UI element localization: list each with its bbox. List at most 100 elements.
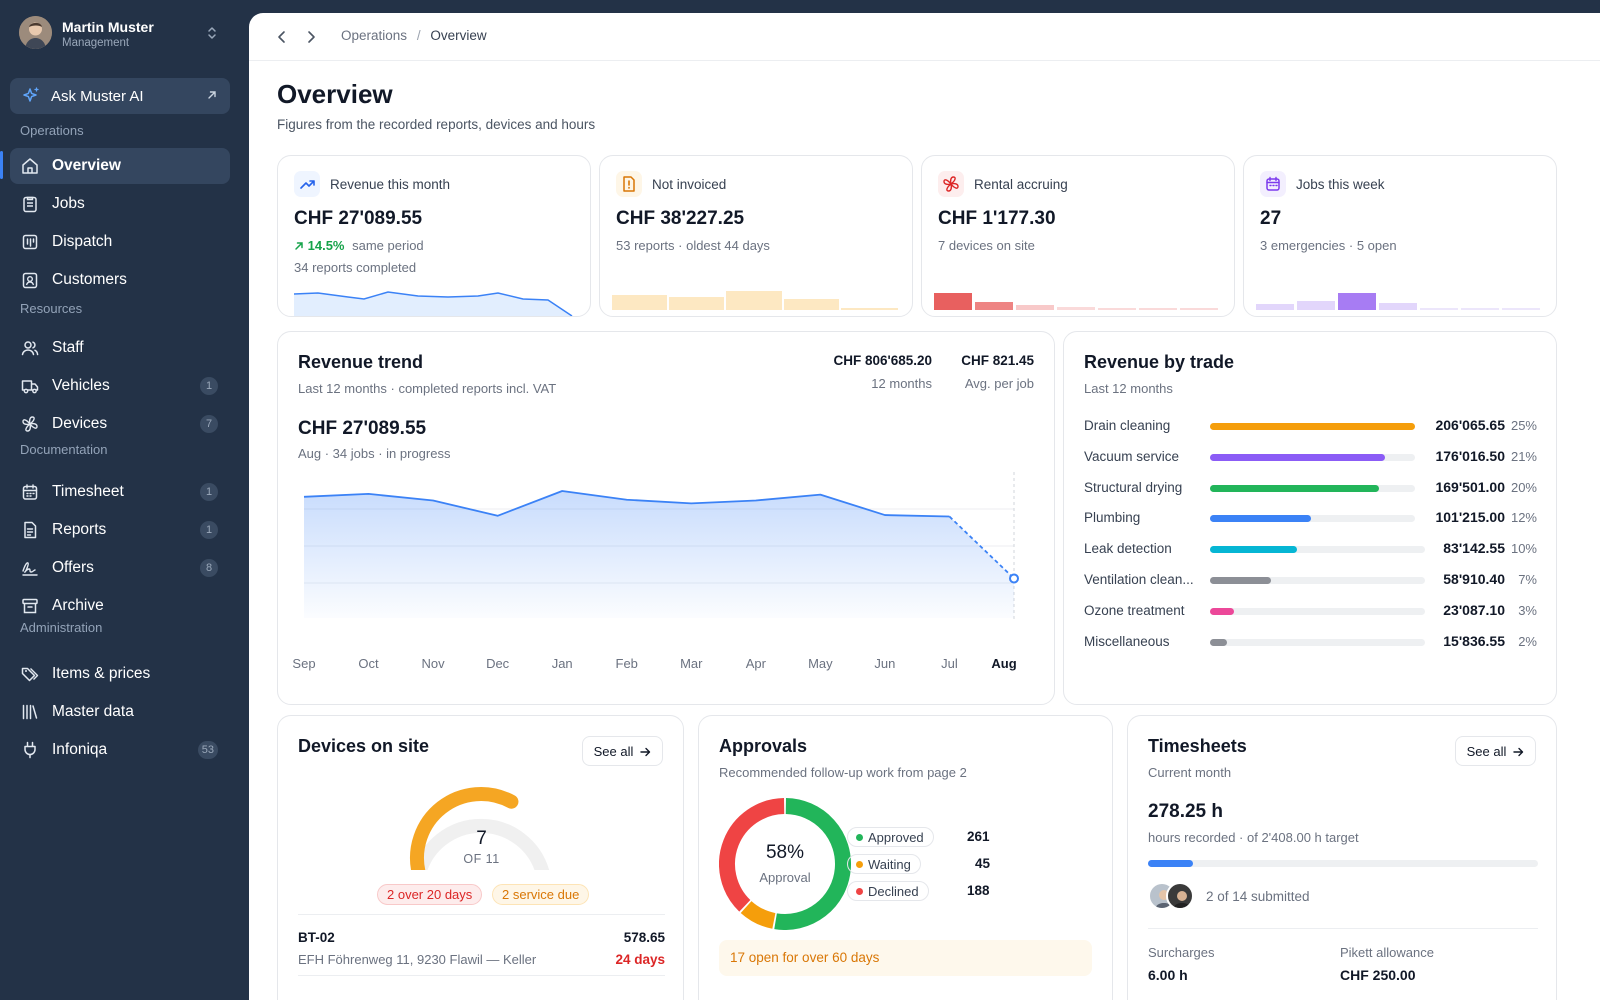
trade-bar-track [1210, 638, 1425, 646]
revenue-trend-chart[interactable]: Sep Oct Nov Dec Jan Feb Mar Apr May Jun Jul Aug [278, 472, 1055, 692]
sidebar-item-label: Offers [52, 559, 94, 576]
sidebar-item-master-data[interactable]: Master data [10, 694, 230, 730]
count-badge: 7 [200, 415, 218, 433]
trade-row[interactable]: Structural drying 169'501.00 20% [1084, 478, 1537, 498]
sidebar-item-label: Items & prices [52, 665, 151, 682]
sidebar-item-overview[interactable]: Overview [10, 148, 230, 184]
legend-value-declined: 188 [967, 883, 990, 898]
approvals-alert[interactable]: 17 open for over 60 days [719, 940, 1092, 976]
kpi-bars [934, 293, 1218, 310]
card-subtitle: Last 12 months · completed reports incl.… [298, 381, 557, 396]
trade-row[interactable]: Plumbing 101'215.00 12% [1084, 508, 1537, 528]
chip-service-due[interactable]: 2 service due [492, 884, 590, 905]
kpi-card-jobs[interactable]: Jobs this week 27 3 emergencies · 5 open [1243, 155, 1557, 317]
trade-value: 83'142.55 [1443, 540, 1505, 557]
device-row[interactable]: BT-02 EFH Föhrenweg 11, 9230 Flawil — Ke… [298, 920, 665, 972]
sidebar-item-label: Timesheet [52, 483, 124, 500]
data-point-current [1009, 573, 1019, 584]
trade-percent: 21% [1510, 448, 1537, 464]
kpi-card-rental[interactable]: Rental accruing CHF 1'177.30 7 devices o… [921, 155, 1235, 317]
sidebar-item-archive[interactable]: Archive [10, 588, 230, 624]
ask-ai-button[interactable]: Ask Muster AI [10, 78, 230, 114]
kpi-meta: 53 reports · oldest 44 days [616, 238, 770, 253]
back-icon[interactable] [277, 30, 287, 44]
card-subtitle: Recommended follow-up work from page 2 [719, 765, 967, 780]
avatar [1166, 882, 1194, 910]
section-resources: Resources [20, 301, 83, 316]
trade-bar-track [1210, 515, 1415, 523]
kpi-card-not-invoiced[interactable]: Not invoiced CHF 38'227.25 53 reports · … [599, 155, 913, 317]
submitted-count: 2 of 14 submitted [1206, 889, 1310, 904]
active-indicator [0, 151, 3, 179]
sidebar-item-infoniqa[interactable]: Infoniqa 53 [10, 732, 230, 768]
trade-row[interactable]: Ozone treatment 23'087.10 3% [1084, 601, 1537, 621]
topbar: Operations / Overview [249, 13, 1600, 61]
see-all-devices-button[interactable]: See all [581, 736, 663, 766]
current-label: Aug · 34 jobs · in progress [298, 446, 451, 461]
sidebar-item-dispatch[interactable]: Dispatch [10, 224, 230, 260]
users-icon [20, 338, 40, 358]
kpi-label: Rental accruing [974, 177, 1068, 192]
forward-icon[interactable] [306, 30, 316, 44]
sidebar-item-reports[interactable]: Reports 1 [10, 512, 230, 548]
current-value: CHF 27'089.55 [298, 418, 427, 439]
legend-label: Declined [868, 884, 919, 899]
card-title: Timesheets [1148, 736, 1247, 756]
trade-row[interactable]: Ventilation clean... 58'910.40 7% [1084, 570, 1537, 590]
trade-row[interactable]: Vacuum service 176'016.50 21% [1084, 447, 1537, 467]
trade-bar-fill [1210, 453, 1386, 461]
user-switcher[interactable]: Martin Muster Management [19, 16, 234, 52]
sidebar-item-staff[interactable]: Staff [10, 330, 230, 366]
sidebar-item-jobs[interactable]: Jobs [10, 186, 230, 222]
clipboard-icon [20, 194, 40, 214]
sidebar-item-vehicles[interactable]: Vehicles 1 [10, 368, 230, 404]
x-tick-label: Aug [991, 656, 1016, 671]
sidebar-item-items-prices[interactable]: Items & prices [10, 656, 230, 692]
tags-icon [20, 664, 40, 684]
trade-row[interactable]: Drain cleaning 206'065.65 25% [1084, 416, 1537, 436]
trade-name: Ozone treatment [1084, 602, 1185, 618]
surcharges-value: 6.00 h [1148, 967, 1188, 983]
sparkle-icon [21, 86, 41, 106]
board-icon [20, 232, 40, 252]
trade-name: Leak detection [1084, 541, 1172, 557]
arrow-up-right-icon [294, 241, 304, 251]
count-badge: 1 [200, 377, 218, 395]
trade-percent: 25% [1510, 418, 1537, 433]
trade-row[interactable]: Leak detection 83'142.55 10% [1084, 539, 1537, 559]
stat-value: CHF 821.45 [961, 353, 1034, 368]
sidebar-item-label: Archive [52, 597, 104, 614]
trade-bar-track [1210, 607, 1425, 615]
count-badge: 8 [200, 559, 218, 577]
sidebar-item-label: Reports [52, 521, 107, 538]
breadcrumb-parent[interactable]: Operations [341, 28, 408, 43]
revenue-by-trade-card: Revenue by trade Last 12 months Drain cl… [1063, 331, 1557, 705]
gauge-total: OF 11 [463, 852, 500, 866]
section-administration: Administration [20, 620, 103, 635]
sidebar-item-devices[interactable]: Devices 7 [10, 406, 230, 442]
fan-icon [938, 171, 964, 197]
breadcrumb-separator: / [416, 28, 421, 43]
trade-name: Plumbing [1084, 510, 1141, 526]
kpi-card-revenue[interactable]: Revenue this month CHF 27'089.55 14.5% s… [277, 155, 591, 317]
sidebar-item-customers[interactable]: Customers [10, 262, 230, 298]
legend-label: Approved [868, 830, 924, 845]
x-tick-label: Sep [292, 656, 315, 671]
see-all-timesheets-button[interactable]: See all [1454, 736, 1536, 766]
legend-declined: Declined [847, 881, 929, 901]
sidebar-item-timesheet[interactable]: Timesheet 1 [10, 474, 230, 510]
trade-name: Miscellaneous [1084, 633, 1170, 649]
chip-over-20-days[interactable]: 2 over 20 days [377, 884, 483, 905]
trade-percent: 7% [1518, 572, 1537, 587]
trade-percent: 10% [1510, 541, 1537, 557]
trade-row[interactable]: Miscellaneous 15'836.55 2% [1084, 632, 1537, 652]
sidebar-item-offers[interactable]: Offers 8 [10, 550, 230, 586]
legend-value-approved: 261 [967, 829, 990, 844]
kpi-delta-row: 14.5% same period [294, 238, 424, 253]
card-title: Approvals [719, 736, 808, 756]
page-subtitle: Figures from the recorded reports, devic… [277, 117, 596, 132]
sidebar-item-label: Infoniqa [52, 741, 108, 758]
divider [298, 975, 665, 976]
sidebar: Martin Muster Management Ask Muster AI O… [0, 0, 249, 1000]
kpi-meta: 3 emergencies · 5 open [1260, 238, 1397, 253]
